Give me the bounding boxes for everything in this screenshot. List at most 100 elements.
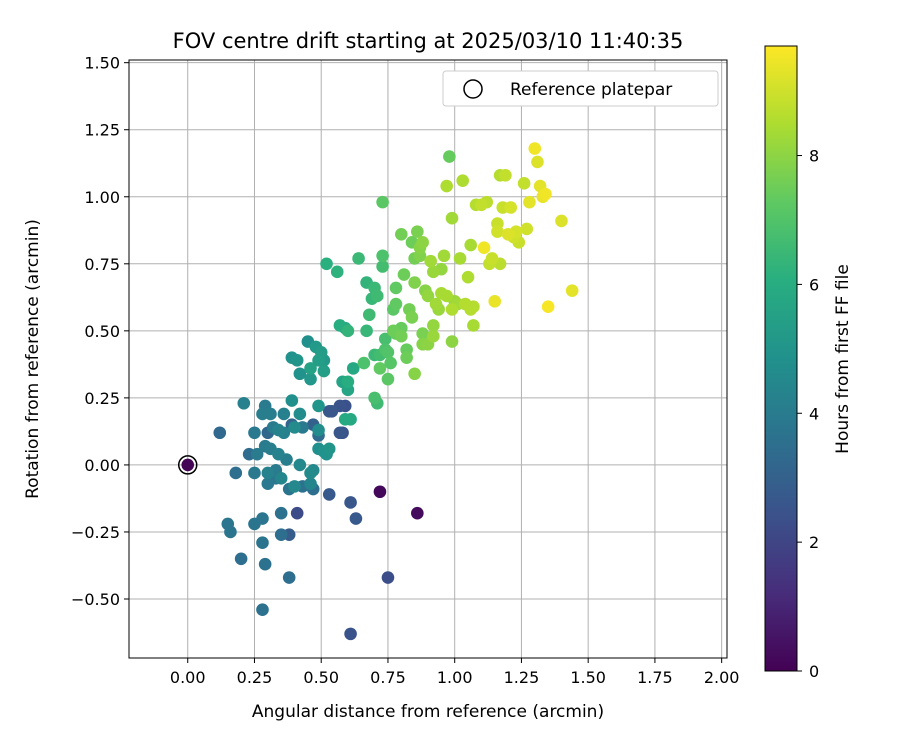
x-axis: 0.00 0.25 0.50 0.75 1.00 1.25 1.50 1.75 2.00	[170, 658, 740, 687]
data-point	[304, 362, 317, 375]
x-tick-label: 1.50	[570, 668, 606, 687]
data-point	[293, 458, 307, 472]
x-tick-label: 0.25	[237, 668, 273, 687]
data-point	[517, 177, 531, 190]
data-point	[440, 289, 453, 303]
data-point	[346, 362, 360, 375]
data-point	[312, 354, 325, 367]
data-point	[389, 297, 403, 311]
data-point	[181, 458, 195, 472]
colorbar-gradient	[764, 45, 798, 672]
data-point	[464, 238, 478, 252]
y-tick-label: 1.00	[84, 188, 120, 207]
plot-frame	[128, 59, 728, 659]
y-tick-label: 0.50	[84, 322, 120, 341]
data-point	[427, 319, 440, 332]
data-point	[282, 571, 296, 584]
colorbar-tick-label: 8	[809, 147, 819, 166]
data-point	[499, 169, 512, 182]
data-point	[272, 423, 285, 437]
x-tick-label: 1.75	[637, 668, 673, 687]
data-point	[258, 557, 272, 571]
data-point	[234, 552, 248, 566]
data-point	[312, 399, 325, 413]
data-point	[429, 297, 443, 311]
data-point	[373, 485, 387, 499]
data-point	[456, 174, 470, 187]
legend-label: Reference platepar	[510, 80, 672, 100]
data-point	[304, 477, 317, 490]
data-point	[376, 195, 389, 209]
data-point	[440, 179, 453, 193]
data-point	[531, 155, 544, 169]
data-point	[445, 335, 459, 348]
data-point	[437, 249, 451, 263]
data-point	[341, 324, 355, 338]
legend: Reference platepar	[442, 70, 719, 107]
data-point	[370, 289, 384, 303]
data-point	[408, 367, 421, 381]
data-point	[416, 327, 429, 340]
colorbar-ticks: 0 2 4 6 8	[797, 147, 819, 681]
data-point	[237, 396, 251, 410]
data-point	[304, 372, 317, 386]
data-point	[264, 407, 277, 421]
colorbar-tick-label: 6	[809, 275, 819, 294]
data-point	[464, 303, 478, 316]
data-point	[285, 394, 299, 407]
data-point	[293, 367, 307, 381]
data-point	[357, 356, 371, 370]
data-point	[320, 257, 333, 271]
data-point	[528, 142, 542, 155]
data-point	[443, 150, 456, 163]
data-point	[277, 407, 291, 421]
data-point	[344, 496, 357, 509]
data-point	[381, 372, 395, 386]
y-tick-label: 0.25	[84, 389, 120, 408]
data-point	[288, 421, 301, 434]
y-tick-label: 1.50	[84, 54, 120, 73]
data-point	[397, 268, 411, 281]
data-point	[384, 356, 397, 370]
data-point	[290, 506, 304, 520]
data-point	[341, 375, 355, 389]
data-point	[520, 222, 534, 236]
data-point	[416, 236, 429, 249]
data-point	[272, 447, 285, 461]
data-point	[368, 391, 381, 405]
data-point	[467, 319, 480, 332]
data-point	[475, 198, 488, 212]
data-point	[333, 426, 347, 440]
x-tick-label: 1.00	[437, 668, 473, 687]
data-point	[378, 332, 392, 346]
y-axis-title: Rotation from reference (arcmin)	[23, 219, 43, 499]
x-axis-title: Angular distance from reference (arcmin)	[252, 702, 604, 722]
data-point	[539, 187, 552, 201]
data-point	[274, 506, 288, 520]
y-tick-label: −0.25	[71, 523, 120, 542]
data-point	[261, 477, 275, 490]
data-point	[256, 512, 269, 525]
x-tick-label: 2.00	[704, 668, 740, 687]
data-point	[304, 466, 317, 480]
data-point	[256, 536, 269, 549]
data-point	[376, 249, 389, 263]
data-point	[461, 270, 475, 284]
data-point	[555, 214, 568, 228]
x-tick-label: 0.00	[170, 668, 206, 687]
data-point	[541, 300, 555, 314]
data-point	[362, 308, 376, 322]
data-point	[248, 466, 261, 480]
chart-title: FOV centre drift starting at 2025/03/10 …	[173, 29, 684, 53]
y-tick-label: −0.50	[71, 590, 120, 609]
data-point	[491, 225, 504, 238]
data-point	[360, 324, 373, 338]
data-point	[221, 517, 235, 531]
data-point	[250, 447, 264, 461]
reference-platepar-marker	[177, 455, 198, 475]
data-point	[293, 407, 307, 421]
data-point	[312, 423, 325, 437]
data-point	[256, 603, 269, 617]
data-point	[411, 506, 424, 520]
data-point	[501, 228, 515, 241]
